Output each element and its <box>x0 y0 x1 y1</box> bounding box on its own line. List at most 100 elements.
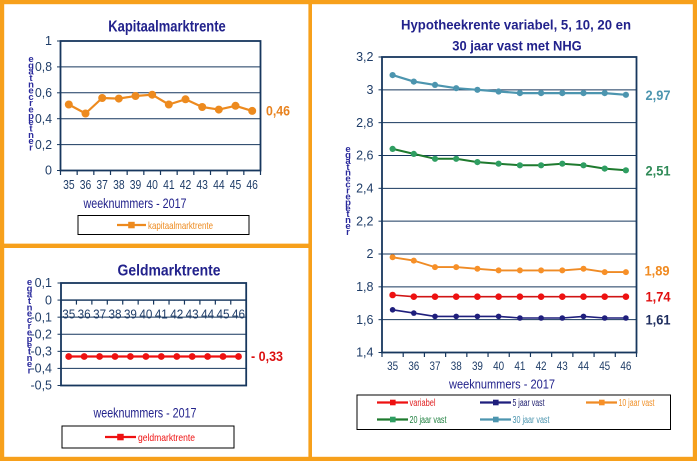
svg-text:44: 44 <box>578 359 589 373</box>
svg-text:0,1: 0,1 <box>35 276 52 290</box>
svg-text:e: e <box>27 277 32 288</box>
svg-text:37: 37 <box>96 178 108 192</box>
svg-text:-0,1: -0,1 <box>30 310 52 324</box>
svg-text:weeknummers - 2017: weeknummers - 2017 <box>83 196 187 211</box>
svg-text:t: t <box>29 124 33 135</box>
svg-text:39: 39 <box>472 359 483 373</box>
svg-text:weeknummers - 2017: weeknummers - 2017 <box>448 377 555 392</box>
svg-text:0: 0 <box>45 164 52 178</box>
svg-text:10 jaar vast: 10 jaar vast <box>619 398 655 409</box>
svg-text:e: e <box>345 221 350 232</box>
svg-text:46: 46 <box>620 359 631 373</box>
svg-text:0,6: 0,6 <box>35 86 52 100</box>
svg-text:c: c <box>27 315 32 326</box>
svg-text:2,97: 2,97 <box>646 88 671 103</box>
svg-text:40: 40 <box>139 308 152 322</box>
svg-text:35: 35 <box>387 359 398 373</box>
svg-text:2,2: 2,2 <box>356 214 373 228</box>
svg-text:t: t <box>346 209 350 220</box>
svg-text:n: n <box>28 79 34 90</box>
svg-text:-0,3: -0,3 <box>30 345 52 359</box>
svg-text:t: t <box>346 162 350 173</box>
svg-text:a: a <box>27 290 33 301</box>
svg-text:44: 44 <box>201 308 214 322</box>
svg-text:a: a <box>28 67 34 78</box>
svg-text:2,6: 2,6 <box>356 149 373 163</box>
svg-text:e: e <box>28 86 33 97</box>
svg-text:1: 1 <box>45 34 52 48</box>
svg-text:39: 39 <box>130 178 142 192</box>
svg-text:30 jaar vast: 30 jaar vast <box>513 415 550 426</box>
svg-text:a: a <box>345 156 351 167</box>
svg-text:46: 46 <box>246 178 258 192</box>
svg-text:c: c <box>345 180 350 191</box>
svg-text:43: 43 <box>557 359 568 373</box>
svg-text:e: e <box>27 340 32 351</box>
svg-text:45: 45 <box>230 178 242 192</box>
svg-text:0,46: 0,46 <box>266 104 290 119</box>
svg-text:r: r <box>28 321 32 332</box>
svg-text:p: p <box>345 197 351 208</box>
svg-text:e: e <box>345 191 350 202</box>
svg-text:n: n <box>345 168 351 179</box>
svg-text:37: 37 <box>430 359 441 373</box>
svg-text:r: r <box>29 98 33 109</box>
svg-text:1,89: 1,89 <box>645 264 670 279</box>
svg-text:p: p <box>27 334 33 345</box>
svg-text:g: g <box>28 60 34 71</box>
svg-text:e: e <box>27 359 32 370</box>
svg-text:41: 41 <box>514 359 525 373</box>
svg-text:r: r <box>28 366 32 377</box>
svg-text:geldmarktrente: geldmarktrente <box>138 432 195 444</box>
svg-text:38: 38 <box>113 178 125 192</box>
svg-text:weeknummers - 2017: weeknummers - 2017 <box>93 406 197 421</box>
svg-text:2,8: 2,8 <box>356 116 373 130</box>
svg-text:1,6: 1,6 <box>356 313 373 327</box>
svg-text:45: 45 <box>599 359 610 373</box>
svg-text:e: e <box>345 174 350 185</box>
svg-text:35: 35 <box>62 308 75 322</box>
svg-text:e: e <box>28 54 33 65</box>
svg-text:g: g <box>27 283 33 294</box>
svg-text:3: 3 <box>367 83 374 97</box>
svg-text:30 jaar vast met NHG: 30 jaar vast met NHG <box>452 38 582 54</box>
svg-text:38: 38 <box>109 308 122 322</box>
svg-text:n: n <box>27 302 33 313</box>
svg-text:43: 43 <box>196 178 208 192</box>
svg-text:e: e <box>27 328 32 339</box>
svg-text:r: r <box>346 227 350 238</box>
svg-text:r: r <box>346 186 350 197</box>
svg-text:41: 41 <box>163 178 175 192</box>
svg-text:-0,2: -0,2 <box>30 327 52 341</box>
svg-text:44: 44 <box>213 178 225 192</box>
svg-text:1,61: 1,61 <box>646 313 671 328</box>
svg-text:kapitaalmarktrente: kapitaalmarktrente <box>148 220 213 232</box>
svg-text:0,4: 0,4 <box>35 112 52 126</box>
svg-text:0: 0 <box>45 293 52 307</box>
svg-text:0,2: 0,2 <box>35 138 52 152</box>
svg-text:t: t <box>29 73 33 84</box>
svg-text:42: 42 <box>170 308 183 322</box>
svg-text:2: 2 <box>367 247 374 261</box>
svg-text:41: 41 <box>155 308 168 322</box>
svg-text:Kapitaalmarktrente: Kapitaalmarktrente <box>108 19 226 36</box>
svg-text:2,51: 2,51 <box>646 164 671 179</box>
svg-text:t: t <box>28 296 32 307</box>
svg-text:1,8: 1,8 <box>356 280 373 294</box>
svg-text:5 jaar vast: 5 jaar vast <box>513 398 545 409</box>
svg-text:0,8: 0,8 <box>35 60 52 74</box>
svg-text:Geldmarktrente: Geldmarktrente <box>118 263 221 280</box>
svg-text:20 jaar vast: 20 jaar vast <box>410 415 447 426</box>
svg-text:36: 36 <box>408 359 419 373</box>
svg-text:39: 39 <box>124 308 137 322</box>
svg-text:45: 45 <box>217 308 230 322</box>
svg-text:46: 46 <box>232 308 245 322</box>
svg-text:e: e <box>345 203 350 214</box>
svg-text:2,4: 2,4 <box>356 182 373 196</box>
svg-text:e: e <box>28 117 33 128</box>
svg-text:42: 42 <box>180 178 192 192</box>
svg-text:variabel: variabel <box>410 398 436 409</box>
svg-text:n: n <box>27 353 33 364</box>
svg-text:e: e <box>27 309 32 320</box>
svg-text:43: 43 <box>186 308 199 322</box>
